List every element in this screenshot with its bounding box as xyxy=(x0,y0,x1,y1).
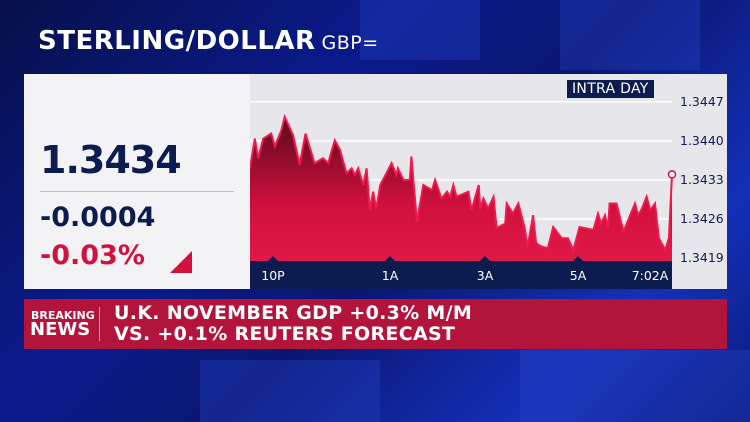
background-block xyxy=(200,360,380,422)
intraday-chart xyxy=(250,100,677,289)
y-tick-label: 1.3433 xyxy=(680,172,724,187)
down-triangle-icon xyxy=(170,251,192,273)
chart-panel xyxy=(250,74,727,289)
breaking-label: BREAKING xyxy=(31,309,95,322)
headline-line-2: VS. +0.1% REUTERS FORECAST xyxy=(114,323,456,345)
background-block xyxy=(360,0,480,60)
quote-panel: 1.3434 -0.0004 -0.03% xyxy=(24,74,250,289)
y-tick-label: 1.3419 xyxy=(680,250,724,266)
news-label: NEWS xyxy=(30,319,91,340)
breaking-news-banner: BREAKING NEWS U.K. NOVEMBER GDP +0.3% M/… xyxy=(24,299,727,349)
title-text: STERLING/DOLLAR xyxy=(38,26,316,56)
tick-mark xyxy=(268,256,278,261)
area-fill xyxy=(250,116,672,264)
net-change: -0.0004 xyxy=(40,202,156,233)
ticker-symbol: GBP= xyxy=(321,32,379,54)
x-tick-label: 1A xyxy=(381,268,399,283)
divider xyxy=(40,191,234,192)
x-tick-label: 5A xyxy=(569,268,587,283)
y-tick-label: 1.3440 xyxy=(680,132,724,148)
price-line xyxy=(250,113,673,253)
tick-mark xyxy=(385,256,395,261)
x-tick-label: 7:02A xyxy=(631,268,669,283)
page-title: STERLING/DOLLAR GBP= xyxy=(38,26,379,56)
background-block xyxy=(560,0,700,70)
divider xyxy=(99,307,100,341)
headline-line-1: U.K. NOVEMBER GDP +0.3% M/M xyxy=(114,302,473,324)
tick-mark xyxy=(573,256,583,261)
last-point-marker xyxy=(667,170,677,179)
percent-change: -0.03% xyxy=(40,240,145,271)
x-tick-label: 10P xyxy=(261,268,285,283)
last-price: 1.3434 xyxy=(40,138,182,182)
y-tick-label: 1.3447 xyxy=(680,93,724,109)
y-tick-label: 1.3426 xyxy=(680,211,724,227)
tick-mark xyxy=(480,256,490,261)
x-tick-label: 3A xyxy=(476,268,494,283)
time-axis-bar xyxy=(250,261,672,289)
background-block xyxy=(520,350,750,422)
intraday-badge: INTRA DAY xyxy=(567,80,654,98)
